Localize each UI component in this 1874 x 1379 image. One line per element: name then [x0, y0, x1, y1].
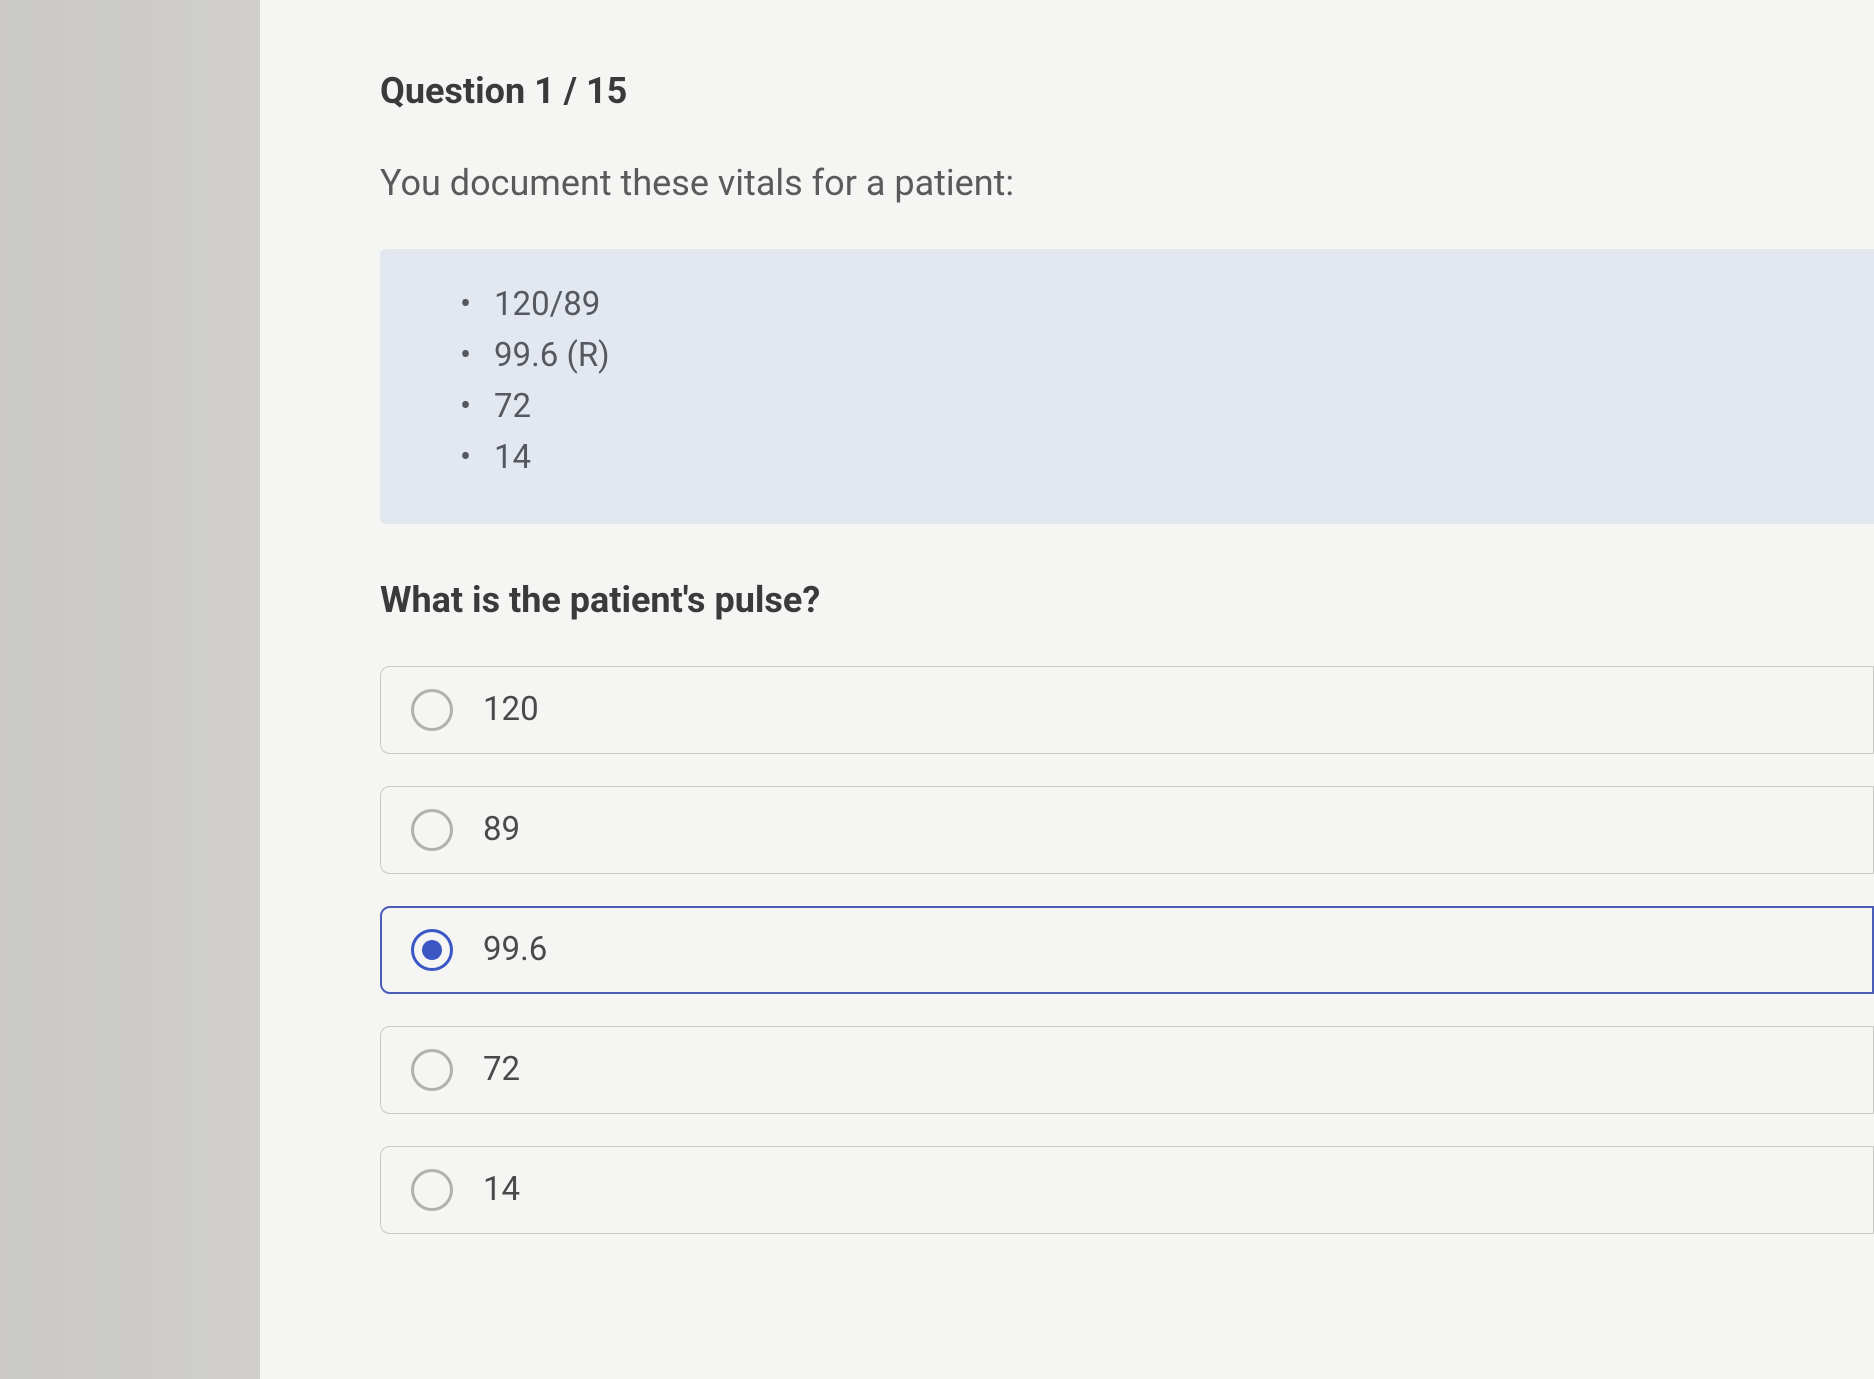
- answer-option-4[interactable]: 14: [380, 1146, 1874, 1234]
- left-gutter: [0, 0, 260, 1379]
- vitals-list: 120/89 99.6 (R) 72 14: [460, 279, 1794, 484]
- radio-icon: [411, 689, 453, 731]
- radio-dot: [422, 700, 442, 720]
- radio-dot: [422, 820, 442, 840]
- answer-option-label: 14: [483, 1170, 520, 1209]
- vitals-item: 72: [460, 381, 1794, 432]
- answer-option-1[interactable]: 89: [380, 786, 1874, 874]
- answer-option-3[interactable]: 72: [380, 1026, 1874, 1114]
- radio-dot: [422, 1180, 442, 1200]
- radio-icon: [411, 1049, 453, 1091]
- radio-icon: [411, 1169, 453, 1211]
- answer-option-0[interactable]: 120: [380, 666, 1874, 754]
- vitals-item: 99.6 (R): [460, 330, 1794, 381]
- answer-option-label: 89: [483, 810, 520, 849]
- answer-option-label: 99.6: [483, 930, 547, 969]
- answer-option-label: 120: [483, 690, 539, 729]
- outer-container: Question 1 / 15 You document these vital…: [0, 0, 1874, 1379]
- main-panel: Question 1 / 15 You document these vital…: [260, 0, 1874, 1379]
- answer-option-label: 72: [483, 1050, 520, 1089]
- vitals-info-box: 120/89 99.6 (R) 72 14: [380, 249, 1874, 524]
- radio-icon: [411, 929, 453, 971]
- question-counter: Question 1 / 15: [380, 70, 1874, 112]
- question-prompt: What is the patient's pulse?: [380, 579, 1874, 621]
- answer-option-2[interactable]: 99.6: [380, 906, 1874, 994]
- answer-options: 120 89 99.6 72: [380, 666, 1874, 1234]
- radio-icon: [411, 809, 453, 851]
- question-intro-text: You document these vitals for a patient:: [380, 162, 1874, 204]
- radio-dot: [422, 1060, 442, 1080]
- vitals-item: 14: [460, 432, 1794, 483]
- radio-dot: [422, 940, 442, 960]
- vitals-item: 120/89: [460, 279, 1794, 330]
